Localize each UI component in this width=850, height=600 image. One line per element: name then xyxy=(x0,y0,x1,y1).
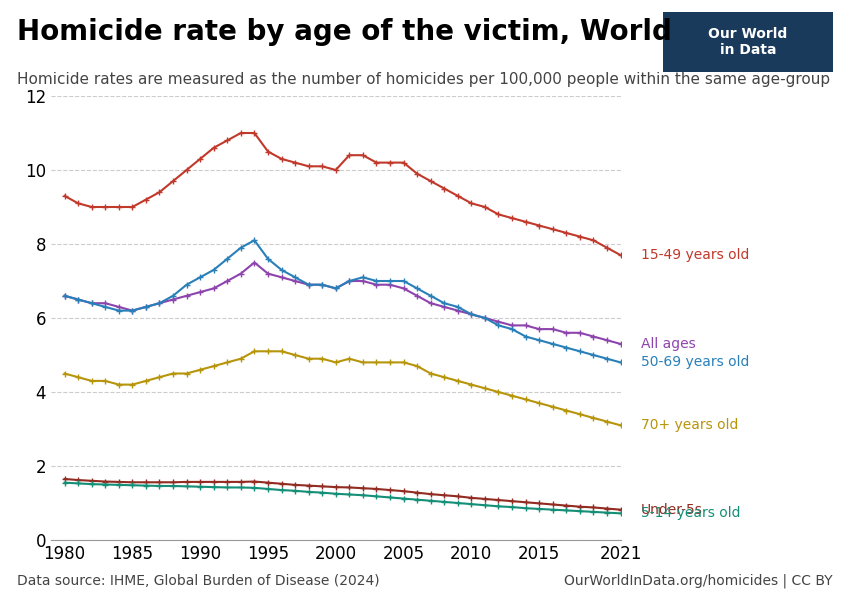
Text: 15-49 years old: 15-49 years old xyxy=(641,248,749,262)
Text: Our World
in Data: Our World in Data xyxy=(708,27,788,57)
Text: All ages: All ages xyxy=(641,337,695,351)
Text: 5-14 years old: 5-14 years old xyxy=(641,506,740,520)
Text: Under-5s: Under-5s xyxy=(641,503,703,517)
Text: OurWorldInData.org/homicides | CC BY: OurWorldInData.org/homicides | CC BY xyxy=(564,574,833,588)
Text: 50-69 years old: 50-69 years old xyxy=(641,355,749,370)
Text: Homicide rates are measured as the number of homicides per 100,000 people within: Homicide rates are measured as the numbe… xyxy=(17,72,830,87)
Text: Data source: IHME, Global Burden of Disease (2024): Data source: IHME, Global Burden of Dise… xyxy=(17,574,380,588)
Text: Homicide rate by age of the victim, World: Homicide rate by age of the victim, Worl… xyxy=(17,18,672,46)
Text: 70+ years old: 70+ years old xyxy=(641,418,738,432)
